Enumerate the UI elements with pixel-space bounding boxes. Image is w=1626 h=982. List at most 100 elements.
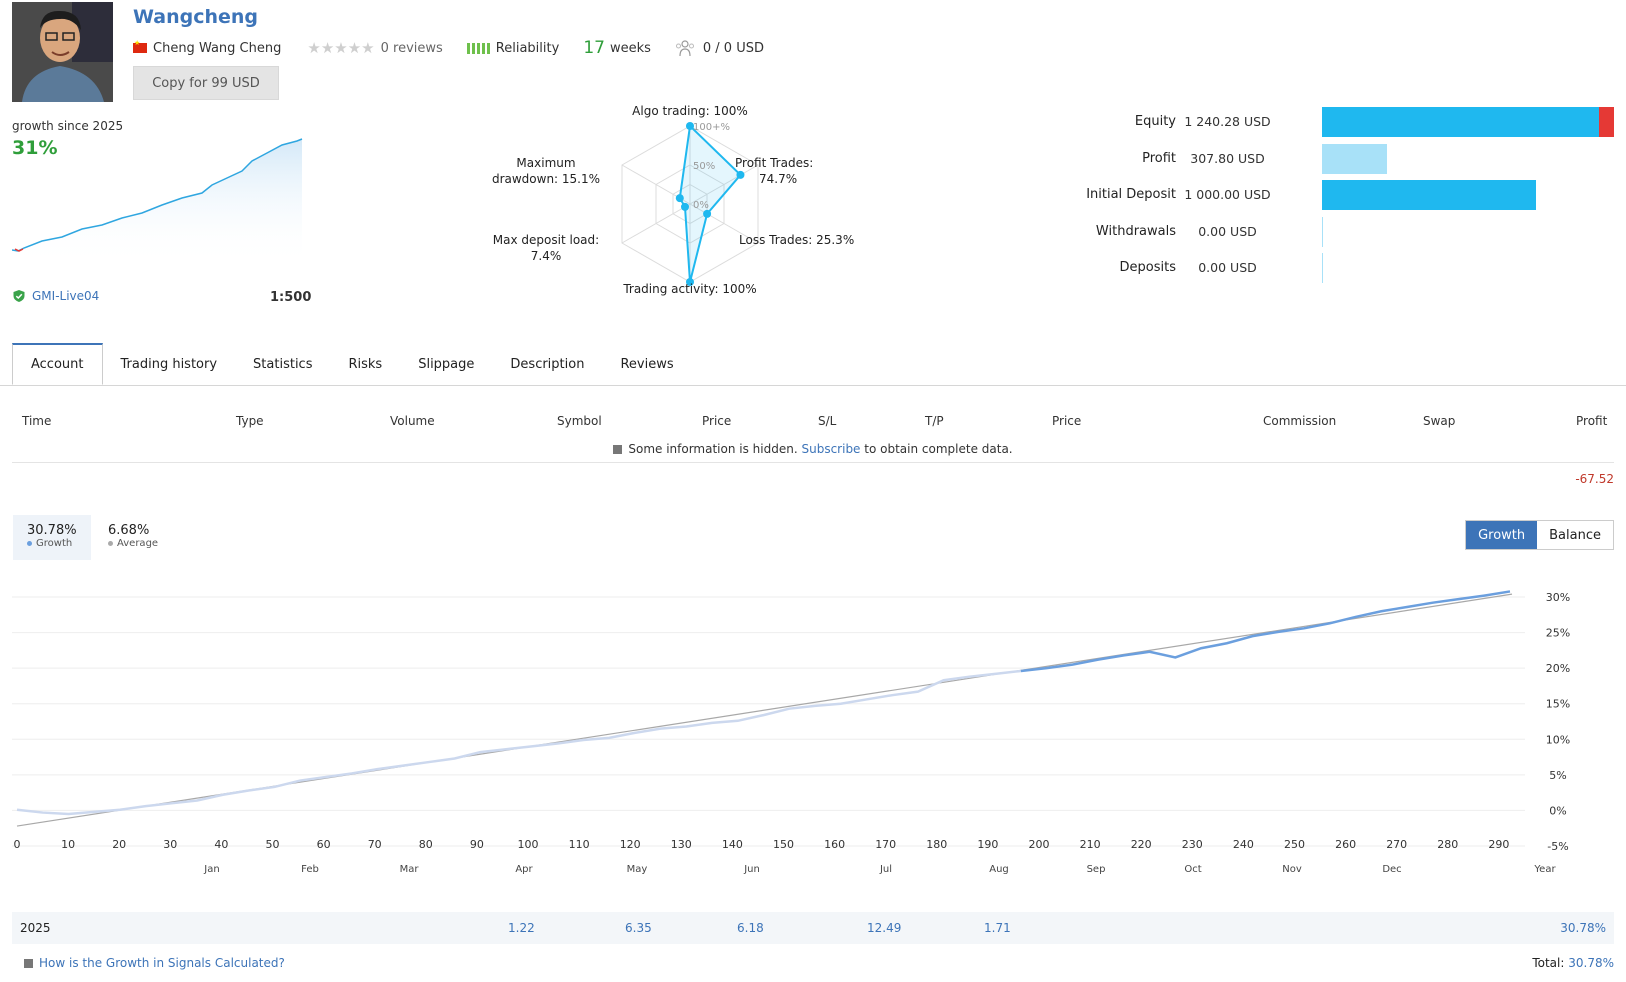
broker-name[interactable]: GMI-Live04 bbox=[32, 289, 100, 303]
growth-since-value: 31% bbox=[12, 137, 58, 159]
radar-label-load: Max deposit load: 7.4% bbox=[488, 232, 604, 264]
year-axis-label: Year bbox=[1533, 864, 1556, 875]
radar-ring-0-label: 0% bbox=[693, 200, 709, 211]
column-header-tp-6[interactable]: T/P bbox=[925, 414, 944, 428]
month-label: Apr bbox=[515, 864, 533, 875]
x-tick-label: 40 bbox=[214, 838, 228, 851]
column-header-sl-5[interactable]: S/L bbox=[818, 414, 837, 428]
growth-dot-icon bbox=[27, 541, 32, 546]
tab-slippage[interactable]: Slippage bbox=[418, 356, 475, 372]
equity-row-label: Equity bbox=[1134, 114, 1176, 129]
equity-row-1: Profit 307.80 USD bbox=[1030, 144, 1620, 174]
equity-row-value: 0.00 USD bbox=[1198, 260, 1257, 275]
month-label: Dec bbox=[1382, 864, 1401, 875]
radar-label-activity: Trading activity: 100% bbox=[623, 282, 757, 296]
tab-trading-history[interactable]: Trading history bbox=[120, 356, 218, 372]
growth-chart: 30% 25% 20% 15% 10% 5% 0% -5% 0 10 20 30 40 50 60 70 80 9… bbox=[12, 590, 1570, 875]
china-flag-icon bbox=[133, 39, 147, 53]
equity-row-bar bbox=[1322, 107, 1614, 137]
tab-description[interactable]: Description bbox=[510, 356, 585, 372]
growth-stat-tab[interactable]: 30.78% Growth bbox=[13, 515, 91, 560]
balance-toggle-button[interactable]: Balance bbox=[1549, 527, 1601, 543]
growth-stat-value: 30.78% bbox=[27, 523, 77, 538]
star-icon: ★ bbox=[334, 38, 348, 57]
tab-risks[interactable]: Risks bbox=[348, 356, 383, 372]
year-label: 2025 bbox=[20, 921, 51, 935]
rating-stars: ★ ★ ★ ★ ★ bbox=[307, 38, 375, 57]
month-label: Aug bbox=[989, 864, 1009, 875]
growth-toggle-button[interactable]: Growth bbox=[1466, 521, 1538, 549]
table-divider bbox=[12, 462, 1614, 463]
radar-ring-50-label: 50% bbox=[693, 161, 715, 172]
equity-row-label: Profit bbox=[1142, 151, 1176, 166]
equity-row-0: Equity 1 240.28 USD bbox=[1030, 107, 1620, 137]
x-tick-label: 10 bbox=[61, 838, 75, 851]
weeks-value: 17 bbox=[583, 38, 605, 58]
column-header-symbol-3[interactable]: Symbol bbox=[557, 414, 602, 428]
growth-calculation-link[interactable]: How is the Growth in Signals Calculated? bbox=[24, 956, 285, 970]
monthly-return-aug: 1.71 bbox=[984, 921, 1011, 935]
leverage-value: 1:500 bbox=[270, 290, 312, 305]
x-tick-label: 230 bbox=[1182, 838, 1203, 851]
month-label: Jun bbox=[743, 864, 760, 875]
equity-row-bar bbox=[1322, 253, 1323, 283]
column-header-commission-8[interactable]: Commission bbox=[1263, 414, 1337, 428]
radar-label-load-title: Max deposit load: bbox=[492, 233, 600, 247]
monthly-return-may: 6.35 bbox=[625, 921, 652, 935]
column-header-price-4[interactable]: Price bbox=[702, 414, 732, 428]
column-header-profit-10[interactable]: Profit bbox=[1576, 414, 1608, 428]
info-square-icon bbox=[613, 445, 623, 454]
column-header-price-7[interactable]: Price bbox=[1052, 414, 1082, 428]
footer-total-value: 30.78% bbox=[1568, 956, 1614, 970]
growth-line-recent bbox=[1020, 590, 1511, 673]
tab-account[interactable]: Account bbox=[12, 343, 103, 385]
footer-total: Total: 30.78% bbox=[1532, 956, 1614, 970]
broker-server[interactable]: GMI-Live04 bbox=[12, 289, 99, 303]
equity-row-bar bbox=[1322, 180, 1537, 210]
column-header-volume-2[interactable]: Volume bbox=[390, 414, 435, 428]
growth-calculation-text[interactable]: How is the Growth in Signals Calculated? bbox=[39, 956, 285, 970]
owner-name[interactable]: Cheng Wang Cheng bbox=[153, 40, 282, 56]
x-tick-label: 110 bbox=[569, 838, 590, 851]
x-tick-label: 250 bbox=[1284, 838, 1305, 851]
x-tick-label: 30 bbox=[163, 838, 177, 851]
star-icon: ★ bbox=[361, 38, 375, 57]
radar-label-drawdown-value: drawdown: 15.1% bbox=[491, 172, 601, 186]
column-header-time-0[interactable]: Time bbox=[22, 414, 52, 428]
radar-point-algo bbox=[686, 122, 694, 130]
growth-line-past bbox=[16, 669, 1022, 816]
month-label: Jul bbox=[879, 864, 892, 875]
tab-statistics[interactable]: Statistics bbox=[253, 356, 313, 372]
monthly-return-jul: 12.49 bbox=[867, 921, 902, 935]
y-tick-label: 10% bbox=[1546, 733, 1570, 746]
mini-chart-area bbox=[12, 139, 302, 265]
column-header-swap-9[interactable]: Swap bbox=[1423, 414, 1456, 428]
x-tick-label: 190 bbox=[977, 838, 998, 851]
equity-loss-segment bbox=[1599, 107, 1614, 137]
tab-reviews[interactable]: Reviews bbox=[620, 356, 674, 372]
subscribe-link[interactable]: Subscribe bbox=[801, 442, 861, 456]
monthly-return-apr: 1.22 bbox=[508, 921, 535, 935]
star-icon: ★ bbox=[320, 38, 335, 57]
reviews-link[interactable]: 0 reviews bbox=[380, 40, 443, 56]
x-tick-label: 280 bbox=[1437, 838, 1458, 851]
radar-point-loss bbox=[703, 209, 712, 218]
copy-button[interactable]: Copy for 99 USD bbox=[133, 66, 279, 100]
x-tick-label: 180 bbox=[926, 838, 947, 851]
provider-meta: Cheng Wang Cheng ★★★★★ 0 reviews Reliabi… bbox=[133, 38, 764, 58]
provider-name[interactable]: Wangcheng bbox=[133, 6, 259, 28]
x-tick-label: 270 bbox=[1386, 838, 1407, 851]
x-tick-label: 210 bbox=[1080, 838, 1101, 851]
column-header-type-1[interactable]: Type bbox=[236, 414, 264, 428]
radar-label-load-value: 7.4% bbox=[530, 249, 562, 263]
x-tick-label: 150 bbox=[773, 838, 794, 851]
yearly-returns-row: 2025 30.78% 1.22 6.35 6.18 12.49 1.71 bbox=[12, 912, 1614, 944]
radar-label-profit: Profit Trades: 74.7% bbox=[735, 155, 825, 187]
radar-label-algo: Algo trading: 100% bbox=[632, 104, 748, 118]
average-stat-tab[interactable]: 6.68% Average bbox=[94, 515, 174, 560]
mini-growth-chart bbox=[12, 138, 303, 265]
reliability-bars-icon bbox=[466, 42, 490, 54]
x-tick-label: 140 bbox=[722, 838, 743, 851]
hidden-info-text: Some information is hidden. bbox=[628, 442, 798, 456]
provider-avatar[interactable] bbox=[12, 2, 113, 102]
